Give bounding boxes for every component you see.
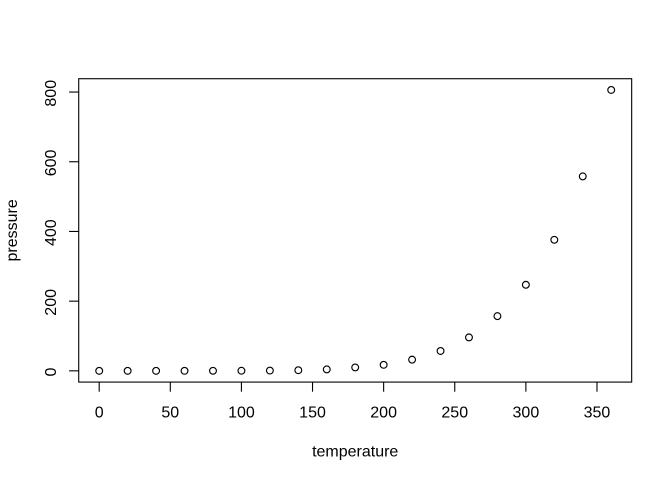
svg-text:temperature: temperature <box>312 443 398 460</box>
svg-text:400: 400 <box>43 219 60 246</box>
svg-text:50: 50 <box>161 404 179 421</box>
svg-text:300: 300 <box>513 404 540 421</box>
svg-text:pressure: pressure <box>4 199 21 261</box>
svg-text:0: 0 <box>43 367 60 376</box>
svg-text:350: 350 <box>584 404 611 421</box>
svg-text:150: 150 <box>299 404 326 421</box>
svg-text:200: 200 <box>43 289 60 316</box>
svg-text:800: 800 <box>43 80 60 107</box>
svg-text:0: 0 <box>95 404 104 421</box>
svg-text:600: 600 <box>43 150 60 177</box>
svg-text:100: 100 <box>228 404 255 421</box>
svg-text:200: 200 <box>370 404 397 421</box>
svg-text:250: 250 <box>441 404 468 421</box>
